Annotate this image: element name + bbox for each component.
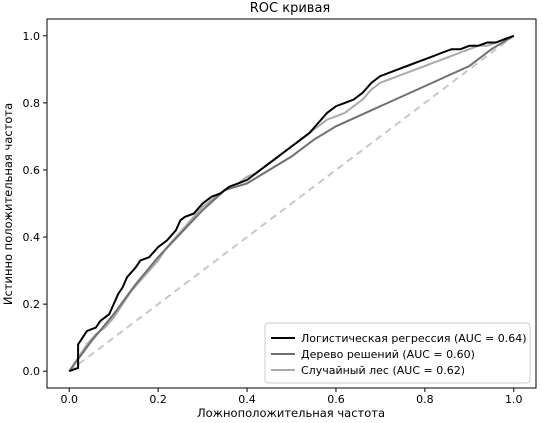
x-tick-label: 0.6 <box>327 393 345 406</box>
y-tick-label: 0.8 <box>23 97 41 110</box>
y-tick-label: 0.4 <box>23 231 41 244</box>
legend-label-logreg: Логистическая регрессия (AUC = 0.64) <box>301 332 527 345</box>
legend: Логистическая регрессия (AUC = 0.64) Дер… <box>264 322 531 384</box>
x-tick-label: 0.0 <box>60 393 78 406</box>
y-axis-label: Истинно положительная частота <box>1 103 15 305</box>
y-tick-label: 0.6 <box>23 164 41 177</box>
legend-label-tree: Дерево решений (AUC = 0.60) <box>301 348 475 361</box>
x-tick-label: 0.4 <box>238 393 256 406</box>
axis-ticks: 0.0 0.2 0.4 0.6 0.8 1.0 0.0 0.2 0.4 0.6 0.8 1.0 <box>23 30 523 406</box>
chart-title: ROC кривая <box>250 1 330 16</box>
x-axis-label: Ложноположительная частота <box>197 406 385 420</box>
x-tick-label: 0.8 <box>416 393 434 406</box>
legend-box <box>264 322 531 384</box>
y-tick-label: 0.2 <box>23 298 41 311</box>
x-tick-label: 0.2 <box>149 393 167 406</box>
roc-line-logistic-regression <box>68 34 515 373</box>
x-tick-label: 1.0 <box>505 393 523 406</box>
y-tick-label: 0.0 <box>23 365 41 378</box>
diagonal-reference-line <box>68 35 515 372</box>
series-lines <box>68 34 515 373</box>
legend-label-forest: Случайный лес (AUC = 0.62) <box>301 364 465 377</box>
y-tick-label: 1.0 <box>23 30 41 43</box>
roc-line-decision-tree <box>68 34 515 372</box>
